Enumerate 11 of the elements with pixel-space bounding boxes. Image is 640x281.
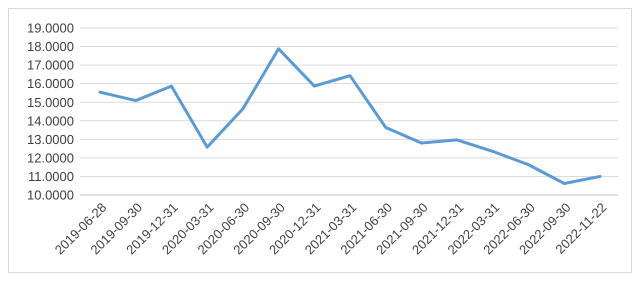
y-tick-label: 15.0000: [27, 94, 74, 110]
y-tick-label: 11.0000: [28, 168, 74, 184]
y-tick-label: 14.0000: [27, 113, 74, 128]
y-tick-label: 16.0000: [27, 76, 74, 92]
y-tick-label: 13.0000: [27, 132, 74, 147]
line-series: [98, 47, 602, 185]
y-tick-label: 19.0000: [27, 20, 74, 36]
y-tick-label: 12.0000: [27, 150, 74, 166]
y-tick-label: 18.0000: [27, 39, 74, 54]
y-tick-label: 17.0000: [27, 58, 74, 73]
y-tick-label: 10.0000: [27, 188, 74, 203]
